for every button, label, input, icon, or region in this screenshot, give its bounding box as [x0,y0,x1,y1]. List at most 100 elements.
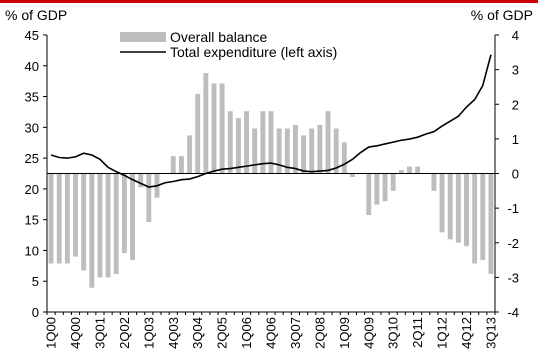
bar-1Q05 [211,83,217,174]
right-axis-ticks: -4 -3 -2 -1 0 1 2 3 4 [495,28,519,320]
legend: Overall balance Total expenditure (left … [120,29,337,60]
x-tick-label: 4Q06 [264,317,279,349]
bar-2Q11 [415,166,421,174]
bar-2Q06 [252,128,258,174]
bar-1Q09 [341,142,347,174]
bar-2Q10 [382,173,388,202]
bar-3Q04 [195,93,201,174]
right-tick-label: -1 [507,201,519,216]
bar-4Q08 [333,128,339,174]
left-tick-label: 10 [25,243,39,258]
bar-4Q10 [398,170,404,174]
x-tick-label: 2Q11 [410,317,425,348]
bar-4Q05 [235,118,241,174]
right-tick-label: 1 [512,132,519,147]
x-tick-label: 4Q12 [459,317,474,349]
bar-2Q01 [89,173,95,288]
bar-3Q12 [455,173,461,243]
bar-2Q09 [350,173,355,177]
bar-1Q11 [407,166,412,174]
bar-4Q00 [73,173,78,257]
bar-3Q05 [227,111,233,174]
right-axis-title: % of GDP [471,7,533,23]
bar-1Q10 [374,173,380,205]
left-tick-label: 15 [25,213,39,228]
bar-2Q05 [219,83,225,174]
left-tick-label: 5 [32,274,39,289]
x-tick-label: 1Q00 [44,317,59,349]
x-tick-label: 1Q06 [239,317,254,349]
right-tick-label: 3 [512,63,519,78]
bar-1Q07 [276,128,282,174]
bar-1Q03 [146,173,152,222]
bar-3Q07 [292,125,298,174]
bar-4Q01 [105,173,111,278]
bar-3Q06 [260,111,266,174]
top-accent-rule [0,0,538,3]
x-tick-label: 3Q07 [288,317,303,349]
right-tick-label: -2 [507,236,519,251]
left-tick-label: 30 [25,120,39,135]
bar-2Q07 [284,128,290,174]
bar-3Q00 [64,173,70,264]
bar-2Q02 [121,173,127,254]
x-tick-label: 1Q12 [435,317,450,349]
right-tick-label: -3 [507,270,519,285]
x-tick-label: 3Q13 [483,317,498,349]
legend-label-overall-balance: Overall balance [170,29,267,45]
legend-swatch-overall-balance [120,32,166,42]
bar-2Q12 [447,173,453,240]
bar-1Q08 [309,128,315,174]
x-tick-label: 3Q10 [386,317,401,349]
bar-series-overall-balance [48,73,494,288]
bar-2Q08 [317,125,323,174]
right-tick-label: 0 [512,167,519,182]
right-tick-label: 2 [512,97,519,112]
left-tick-label: 25 [25,151,39,166]
bar-1Q13 [472,173,478,264]
bar-1Q01 [81,173,87,271]
x-tick-label: 3Q04 [190,317,205,349]
left-tick-label: 20 [25,182,39,197]
x-tick-label: 2Q08 [312,317,327,349]
bar-4Q12 [464,173,469,247]
bar-3Q02 [130,173,135,261]
bar-3Q10 [390,173,396,191]
left-axis-title: % of GDP [5,7,67,23]
bar-4Q04 [203,73,209,174]
bar-4Q09 [366,173,372,216]
bar-4Q02 [138,173,144,188]
bar-2Q00 [56,173,62,264]
left-tick-label: 40 [25,59,39,74]
x-tick-label: 4Q00 [68,317,83,349]
x-tick-label: 3Q01 [92,317,107,349]
right-tick-label: 4 [512,28,519,43]
x-axis-ticks: 1Q00 4Q00 3Q01 2Q02 1Q03 4Q03 3Q04 2Q05 1Q06 4Q06… [44,312,498,349]
bar-2Q04 [187,135,192,174]
bar-3Q01 [97,173,103,278]
right-tick-label: -4 [507,305,519,320]
bar-1Q00 [48,173,54,264]
bar-4Q07 [301,135,307,174]
bar-4Q11 [431,173,437,191]
left-tick-label: 35 [25,90,39,105]
bar-4Q03 [170,156,176,174]
bar-3Q13 [488,173,494,274]
bar-4Q06 [268,111,274,174]
x-tick-label: 4Q03 [166,317,181,349]
x-tick-label: 4Q09 [361,317,376,349]
bar-2Q13 [480,173,486,261]
bar-1Q06 [244,111,250,174]
x-tick-label: 2Q02 [117,317,132,349]
x-tick-label: 2Q05 [215,317,230,349]
bar-1Q02 [113,173,119,274]
bar-3Q08 [325,111,331,174]
left-tick-label: 0 [32,305,39,320]
left-tick-label: 45 [25,28,39,43]
bar-1Q04 [178,156,184,174]
legend-label-total-expenditure: Total expenditure (left axis) [170,44,337,60]
bar-1Q12 [439,173,445,233]
x-tick-label: 1Q09 [337,317,352,349]
line-series-total-expenditure [50,54,492,188]
